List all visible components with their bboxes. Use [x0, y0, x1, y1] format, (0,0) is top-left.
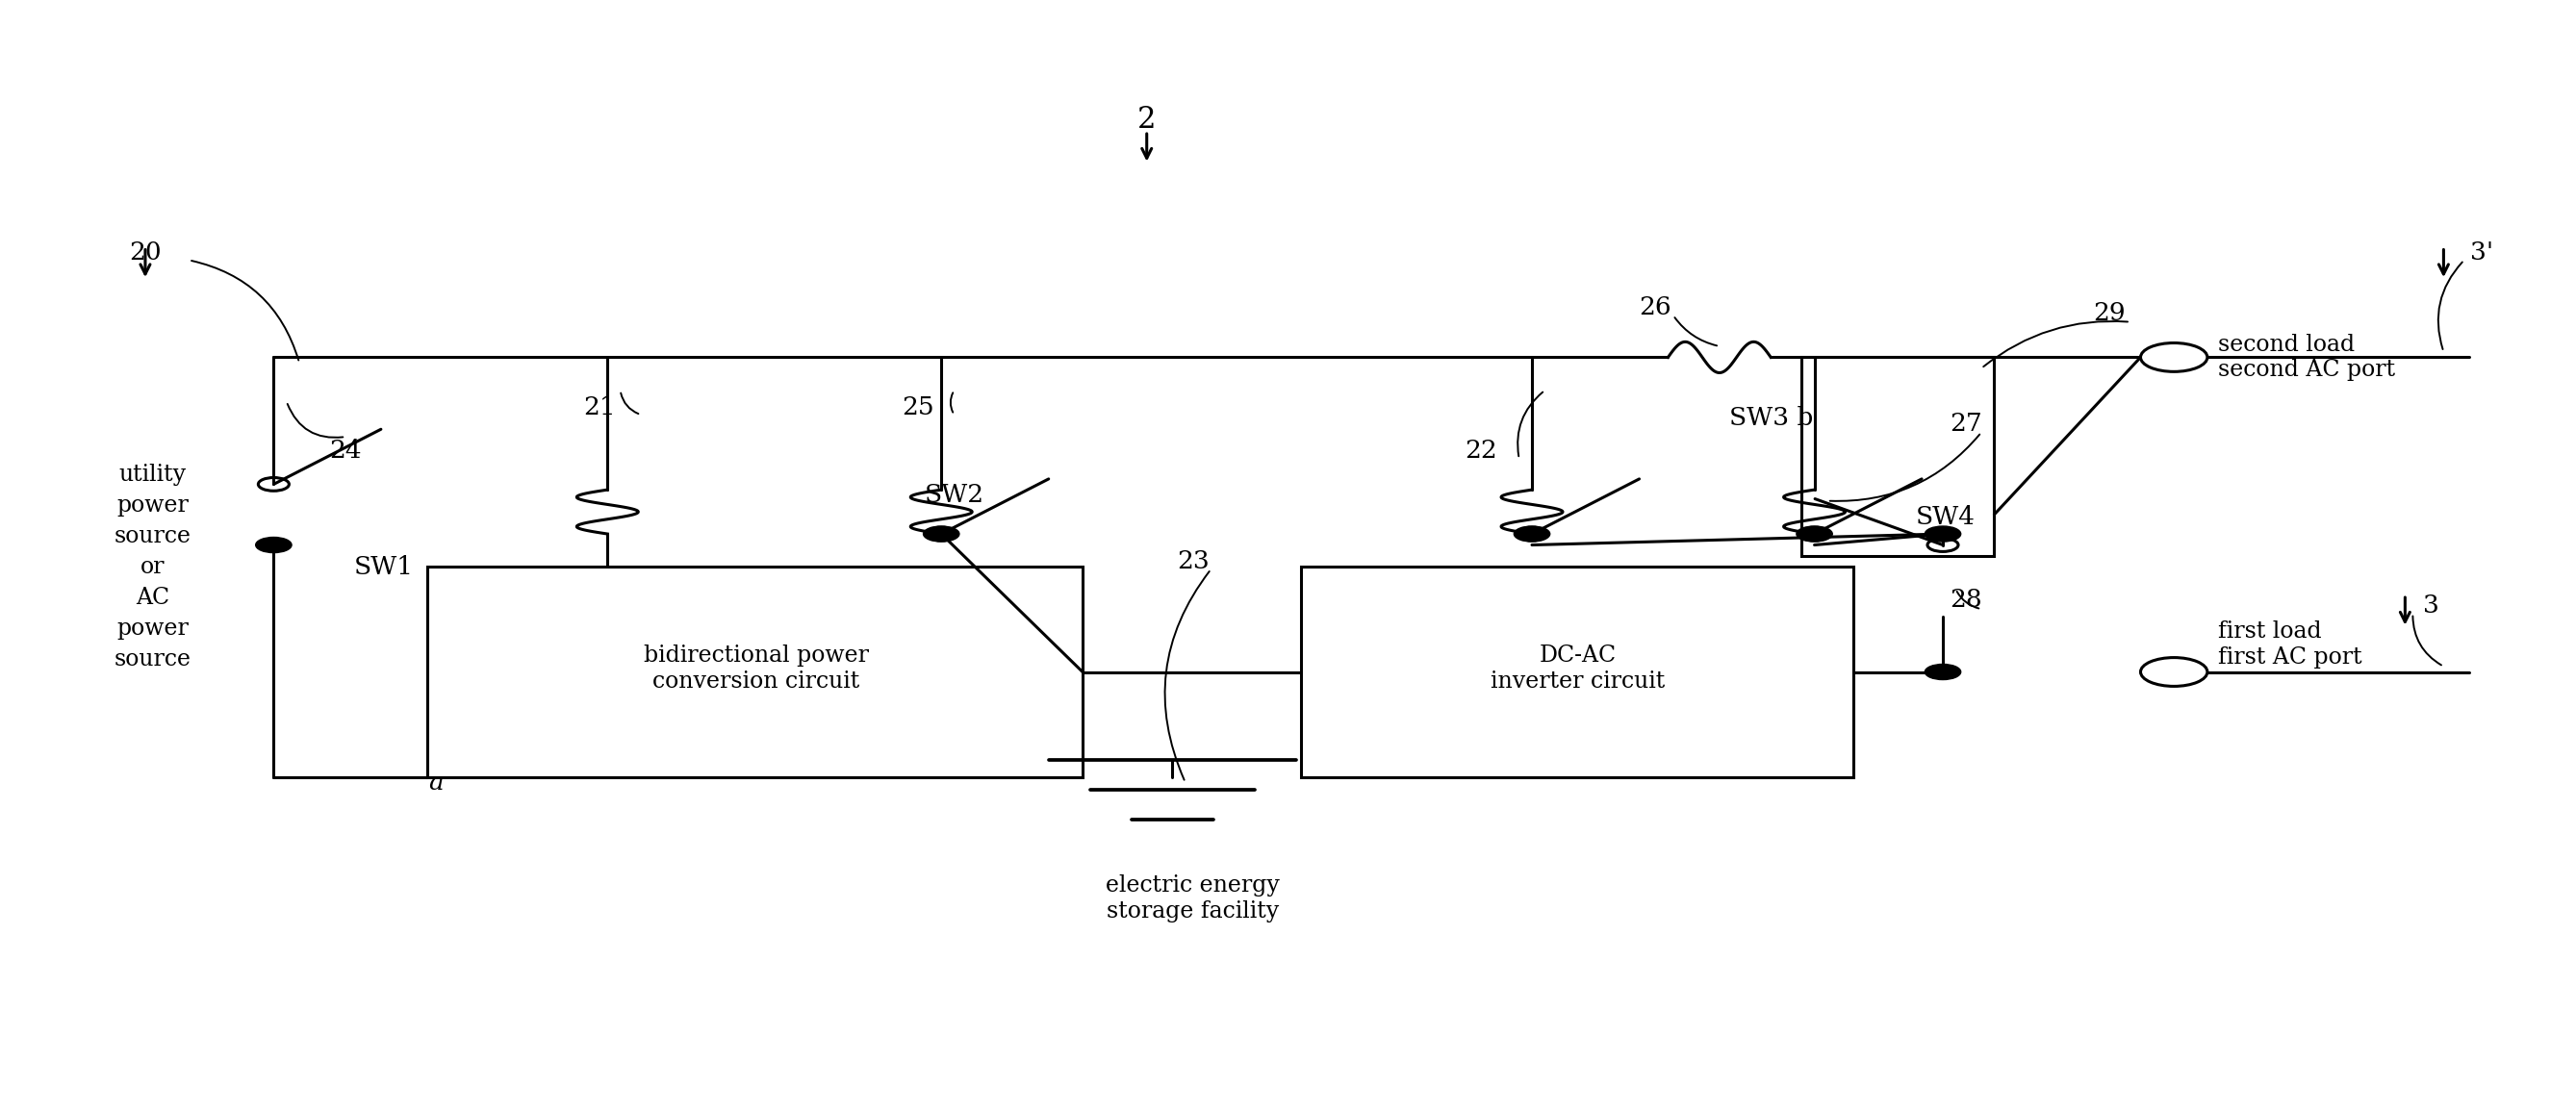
Text: 26: 26 — [1638, 296, 1672, 319]
Text: SW4: SW4 — [1917, 505, 1976, 529]
Circle shape — [1924, 526, 1960, 542]
Circle shape — [1924, 664, 1960, 679]
Text: 23: 23 — [1177, 549, 1208, 574]
Text: bidirectional power
conversion circuit: bidirectional power conversion circuit — [644, 645, 868, 693]
Text: electric energy
storage facility: electric energy storage facility — [1105, 874, 1280, 922]
Text: 22: 22 — [1463, 439, 1497, 463]
Circle shape — [1795, 526, 1832, 542]
Circle shape — [1515, 526, 1551, 542]
Circle shape — [255, 537, 291, 553]
Text: 3': 3' — [2470, 240, 2494, 265]
Circle shape — [922, 526, 958, 542]
Text: SW3 b: SW3 b — [1728, 406, 1814, 430]
Text: first load
first AC port: first load first AC port — [2218, 620, 2362, 668]
Text: 27: 27 — [1950, 411, 1981, 436]
Text: 3: 3 — [2421, 594, 2439, 617]
Text: 29: 29 — [2094, 301, 2125, 325]
Text: utility
power
source
or
AC
power
source: utility power source or AC power source — [113, 464, 191, 671]
Text: a: a — [428, 771, 443, 794]
Text: 20: 20 — [129, 240, 162, 265]
Text: second load
second AC port: second load second AC port — [2218, 334, 2396, 381]
Text: SW2: SW2 — [925, 484, 984, 507]
Bar — [1801, 357, 1994, 556]
Bar — [428, 567, 1082, 777]
Text: 25: 25 — [902, 395, 935, 419]
Text: 28: 28 — [1950, 588, 1981, 613]
Text: 21: 21 — [585, 395, 616, 419]
Bar — [1301, 567, 1852, 777]
Text: 2: 2 — [1139, 105, 1157, 135]
Text: DC-AC
inverter circuit: DC-AC inverter circuit — [1492, 645, 1667, 693]
Text: 24: 24 — [330, 439, 361, 463]
Text: SW1: SW1 — [355, 555, 415, 579]
